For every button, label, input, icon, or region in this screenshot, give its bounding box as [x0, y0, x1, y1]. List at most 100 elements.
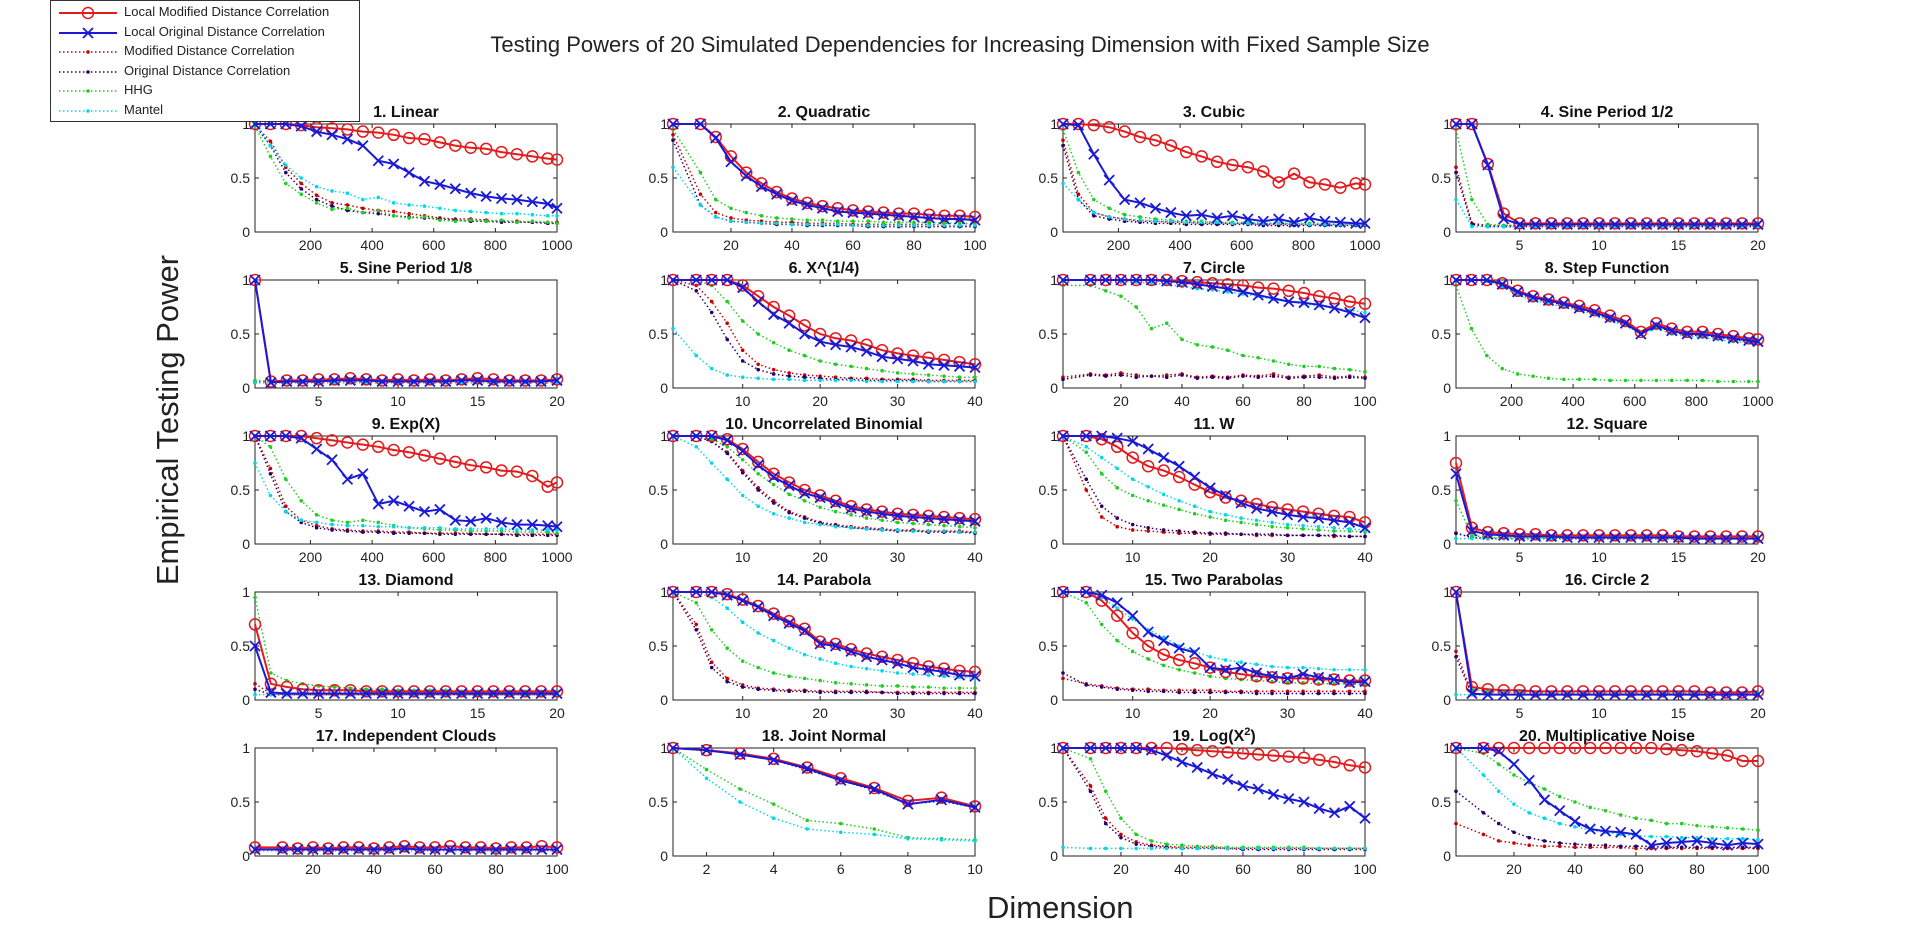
data-point	[833, 661, 838, 666]
data-point	[1146, 657, 1150, 661]
data-point	[768, 610, 780, 622]
data-point	[671, 165, 675, 169]
x-tick-label: 200	[1500, 393, 1524, 409]
data-point	[1593, 531, 1605, 544]
data-point	[912, 223, 916, 228]
data-point	[698, 192, 703, 196]
data-point	[911, 672, 915, 676]
data-point	[1223, 513, 1228, 517]
data-point	[927, 223, 932, 228]
data-point	[1465, 274, 1478, 286]
x-tick-label: 60	[427, 861, 443, 877]
data-point	[1061, 138, 1065, 142]
data-point	[1672, 688, 1685, 701]
data-point	[737, 281, 749, 294]
data-point	[969, 214, 981, 226]
x-tick-label: 20	[1750, 237, 1766, 253]
data-point	[440, 375, 452, 388]
data-point	[1110, 440, 1124, 454]
data-point	[284, 170, 288, 175]
data-point	[1640, 529, 1653, 542]
series-mantel	[253, 122, 559, 218]
data-point	[1149, 374, 1154, 378]
data-point	[321, 842, 335, 855]
data-point	[1756, 838, 1760, 842]
y-tick-label: 1	[660, 428, 668, 444]
data-point	[1363, 370, 1367, 374]
data-point	[474, 841, 487, 854]
data-point	[1334, 181, 1347, 194]
data-point	[1241, 353, 1245, 358]
data-point	[550, 153, 564, 166]
data-point	[1589, 306, 1601, 319]
data-point	[407, 203, 411, 207]
data-point	[881, 220, 886, 225]
data-point	[846, 204, 860, 217]
data-point	[1704, 686, 1717, 699]
data-point	[1061, 676, 1065, 681]
data-point	[550, 373, 564, 386]
data-point	[503, 685, 516, 698]
data-point	[1363, 310, 1367, 315]
data-point	[752, 459, 764, 471]
series-line	[1062, 374, 1366, 381]
data-point	[344, 684, 357, 697]
data-point	[1164, 321, 1169, 326]
series-mantel	[671, 434, 977, 534]
data-point	[332, 685, 337, 689]
data-point	[1688, 218, 1701, 231]
data-point	[1107, 206, 1112, 211]
data-point	[902, 798, 914, 810]
series-line	[1062, 435, 1365, 538]
data-point	[851, 223, 855, 228]
data-point	[1138, 218, 1142, 222]
data-point	[1301, 691, 1305, 696]
data-point	[667, 118, 679, 130]
data-point	[709, 299, 714, 304]
data-point	[391, 685, 405, 698]
data-point	[907, 355, 919, 367]
data-point	[973, 526, 977, 530]
data-point	[511, 193, 523, 206]
x-tick-label: 20	[723, 237, 739, 253]
data-point	[1119, 816, 1123, 820]
data-point	[1256, 355, 1261, 360]
series-line	[673, 435, 976, 529]
data-point	[1127, 435, 1139, 448]
data-point	[515, 533, 519, 538]
data-point	[1088, 148, 1100, 160]
legend-label: Modified Distance Correlation	[124, 43, 295, 59]
data-point	[499, 218, 504, 222]
data-point	[1562, 377, 1566, 382]
series-local-original-distance-correlation	[1057, 274, 1371, 324]
data-point	[398, 842, 411, 855]
x-tick-label: 15	[470, 705, 486, 721]
data-point	[1688, 217, 1701, 230]
data-point	[1350, 217, 1362, 229]
data-point	[1172, 653, 1186, 667]
series-local-original-distance-correlation	[667, 430, 981, 527]
data-point	[504, 841, 518, 854]
data-point	[555, 221, 559, 226]
y-tick-label: 1	[242, 272, 250, 288]
data-point	[1188, 478, 1201, 491]
data-point	[1149, 846, 1154, 851]
data-point	[1061, 143, 1065, 148]
data-point	[1695, 835, 1699, 840]
data-point	[968, 357, 982, 371]
data-point	[1477, 742, 1490, 754]
data-point	[1603, 843, 1608, 847]
x-tick-label: 30	[1280, 705, 1296, 721]
data-point	[880, 368, 884, 373]
data-point	[937, 510, 951, 524]
data-point	[1680, 325, 1694, 339]
y-tick-label: 0	[660, 692, 668, 708]
data-point	[337, 843, 350, 856]
data-point	[424, 687, 436, 700]
data-point	[1223, 531, 1228, 535]
data-point	[1226, 210, 1239, 222]
x-tick-label: 20	[1750, 549, 1766, 565]
data-point	[1195, 343, 1200, 347]
series-local-modified-distance-correlation	[1056, 585, 1372, 687]
